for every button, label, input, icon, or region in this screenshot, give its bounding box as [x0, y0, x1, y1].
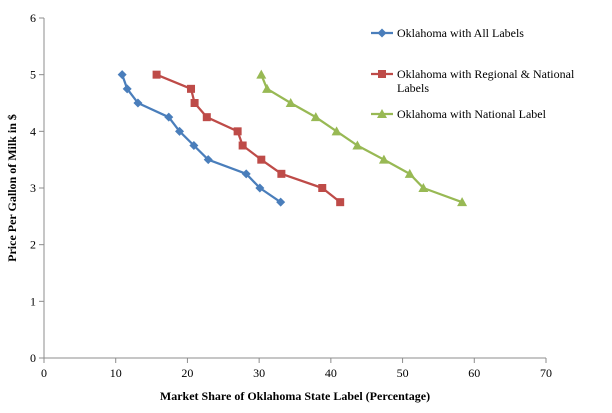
legend-label: Labels — [397, 81, 429, 95]
y-tick-label: 0 — [30, 351, 36, 365]
data-point — [318, 184, 327, 192]
data-point — [256, 69, 267, 79]
data-point — [285, 98, 296, 107]
data-point — [310, 112, 321, 122]
y-tick-label: 4 — [30, 124, 36, 138]
x-tick-label: 50 — [397, 366, 409, 380]
y-tick-label: 6 — [30, 11, 36, 25]
series-3 — [256, 69, 468, 207]
legend-marker — [377, 28, 387, 38]
legend-marker — [377, 109, 387, 118]
x-tick-label: 20 — [181, 366, 193, 380]
data-point — [276, 197, 286, 207]
x-tick-label: 40 — [325, 366, 337, 380]
data-point — [175, 126, 185, 136]
data-point — [238, 141, 247, 150]
series-2 — [152, 70, 345, 207]
legend: Oklahoma with All Labels Oklahoma with Re… — [371, 26, 575, 121]
y-tick-label: 5 — [30, 68, 36, 82]
data-point — [331, 126, 342, 136]
data-point — [404, 168, 415, 178]
data-point — [277, 169, 286, 178]
legend-item: Oklahoma with National Label — [371, 107, 547, 121]
x-tick-label: 10 — [110, 366, 122, 380]
series-line — [260, 74, 463, 204]
data-point — [133, 98, 143, 108]
data-point — [378, 154, 389, 164]
data-point — [418, 183, 429, 192]
y-tick-label: 1 — [30, 294, 36, 308]
data-point — [190, 99, 199, 107]
series-layer — [117, 69, 468, 207]
x-tick-label: 0 — [41, 366, 47, 380]
data-point — [187, 84, 196, 93]
legend-label: Oklahoma with National Label — [397, 107, 547, 121]
y-tick-label: 3 — [30, 181, 36, 195]
legend-item: Oklahoma with All Labels — [371, 26, 524, 40]
data-point — [202, 113, 211, 122]
y-axis-title: Price Per Gallon of Milk in $ — [5, 114, 19, 262]
data-point — [122, 84, 132, 94]
data-point — [203, 155, 213, 165]
data-point — [164, 112, 174, 122]
data-point — [255, 183, 265, 193]
data-point — [233, 127, 242, 136]
data-point — [352, 140, 363, 150]
data-point — [241, 169, 251, 179]
data-point — [189, 141, 199, 150]
data-point — [257, 155, 266, 164]
x-tick-label: 30 — [253, 366, 265, 380]
series-line — [156, 73, 341, 204]
legend-label: Oklahoma with Regional & National — [397, 67, 575, 81]
series-1 — [117, 70, 286, 207]
data-point — [262, 83, 273, 93]
x-tick-label: 60 — [468, 366, 480, 380]
data-point — [457, 197, 468, 207]
y-tick-label: 2 — [30, 238, 36, 252]
x-tick-label: 70 — [540, 366, 552, 380]
data-point — [117, 70, 127, 80]
data-point — [152, 70, 161, 79]
series-line — [121, 74, 282, 204]
legend-marker — [378, 70, 386, 78]
data-point — [336, 198, 345, 207]
legend-label: Oklahoma with All Labels — [397, 26, 524, 40]
x-axis-title: Market Share of Oklahoma State Label (Pe… — [160, 389, 430, 403]
